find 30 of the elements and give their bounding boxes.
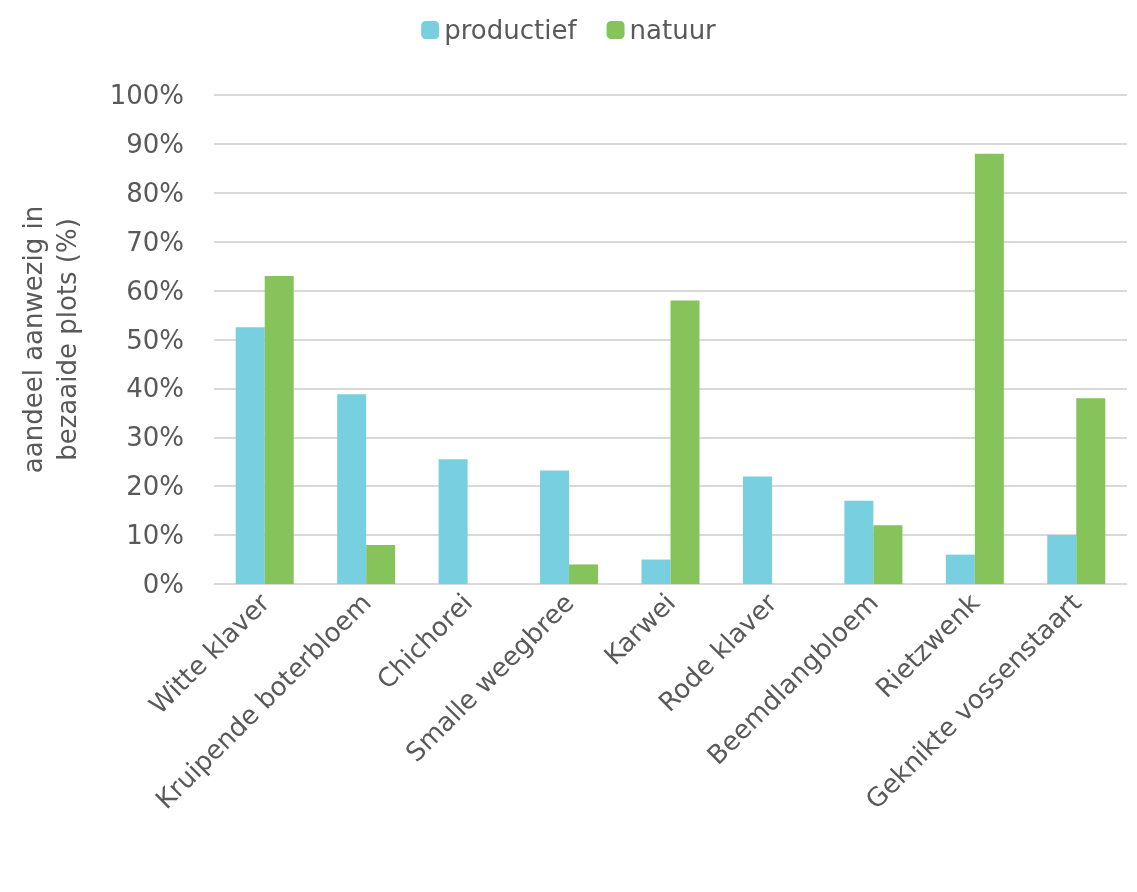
bar: [1047, 535, 1077, 584]
y-tick-label: 10%: [126, 520, 184, 551]
y-tick-label: 90%: [126, 128, 184, 159]
y-tick-label: 50%: [126, 324, 184, 355]
y-axis-title: aandeel aanwezig in bezaaide plots (%): [18, 205, 82, 474]
y-tick-label: 80%: [126, 177, 184, 208]
bar: [264, 275, 294, 584]
y-tick-label: 70%: [126, 226, 184, 257]
bar: [235, 327, 265, 584]
bar: [844, 500, 874, 584]
y-tick-label: 30%: [126, 422, 184, 453]
bar: [337, 394, 367, 584]
bar: [569, 564, 599, 584]
bar: [540, 470, 570, 584]
legend-label: productief: [444, 15, 578, 45]
bar: [670, 300, 700, 584]
bar: [641, 559, 671, 584]
bar: [366, 544, 396, 584]
bar: [438, 459, 468, 584]
y-tick-label: 40%: [126, 373, 184, 404]
y-tick-label: 100%: [109, 80, 184, 110]
bar: [974, 153, 1004, 584]
bar: [945, 554, 975, 584]
legend-label: natuur: [629, 15, 717, 45]
bar: [873, 525, 903, 584]
y-tick-label: 20%: [126, 471, 184, 502]
bar: [742, 476, 772, 584]
y-tick-label: 60%: [126, 275, 184, 306]
bar: [1076, 398, 1106, 584]
y-tick-label: 0%: [142, 569, 184, 599]
